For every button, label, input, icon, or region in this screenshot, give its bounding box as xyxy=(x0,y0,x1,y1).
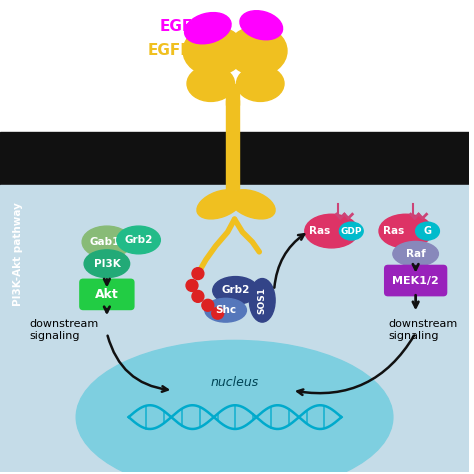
Ellipse shape xyxy=(184,13,231,44)
Ellipse shape xyxy=(249,279,275,322)
Text: downstream
signaling: downstream signaling xyxy=(30,319,99,341)
Text: Akt: Akt xyxy=(95,288,119,301)
Bar xyxy=(226,83,239,105)
Text: PI3K-Akt pathway: PI3K-Akt pathway xyxy=(13,202,23,306)
Ellipse shape xyxy=(393,241,438,266)
Ellipse shape xyxy=(416,222,439,240)
Bar xyxy=(0,132,469,190)
Text: MEK1/2: MEK1/2 xyxy=(392,275,439,285)
Text: Ras: Ras xyxy=(309,226,330,236)
Text: G: G xyxy=(423,226,431,236)
Ellipse shape xyxy=(237,66,284,101)
Ellipse shape xyxy=(205,298,246,322)
Ellipse shape xyxy=(213,277,258,304)
Ellipse shape xyxy=(186,280,198,292)
Text: Shc: Shc xyxy=(215,305,236,315)
Text: Grb2: Grb2 xyxy=(221,285,250,295)
Ellipse shape xyxy=(183,26,245,76)
Ellipse shape xyxy=(339,222,363,240)
Ellipse shape xyxy=(379,214,432,248)
Ellipse shape xyxy=(240,11,283,40)
Ellipse shape xyxy=(229,190,275,219)
Text: Grb2: Grb2 xyxy=(124,235,153,245)
Bar xyxy=(0,2,469,135)
Text: downstream
signaling: downstream signaling xyxy=(388,319,457,341)
Ellipse shape xyxy=(202,300,214,311)
FancyBboxPatch shape xyxy=(384,264,447,296)
Ellipse shape xyxy=(76,340,393,474)
Text: Raf: Raf xyxy=(406,249,426,259)
FancyBboxPatch shape xyxy=(79,279,135,310)
Text: nucleus: nucleus xyxy=(210,376,259,389)
Ellipse shape xyxy=(305,214,358,248)
Ellipse shape xyxy=(192,268,204,280)
Ellipse shape xyxy=(197,190,242,219)
Ellipse shape xyxy=(192,291,204,302)
Ellipse shape xyxy=(187,66,235,101)
Text: EGF: EGF xyxy=(160,18,193,34)
Ellipse shape xyxy=(117,226,160,254)
Text: SOS1: SOS1 xyxy=(258,287,267,314)
Ellipse shape xyxy=(84,250,129,278)
Text: PI3K: PI3K xyxy=(93,259,120,269)
Text: EGFR: EGFR xyxy=(148,44,193,58)
Ellipse shape xyxy=(82,226,132,258)
Bar xyxy=(0,184,469,472)
Ellipse shape xyxy=(228,26,287,76)
Ellipse shape xyxy=(212,307,224,319)
Text: Ras: Ras xyxy=(383,226,404,236)
Bar xyxy=(226,100,239,190)
Text: GDP: GDP xyxy=(340,227,362,236)
Text: Gab1: Gab1 xyxy=(90,237,120,247)
